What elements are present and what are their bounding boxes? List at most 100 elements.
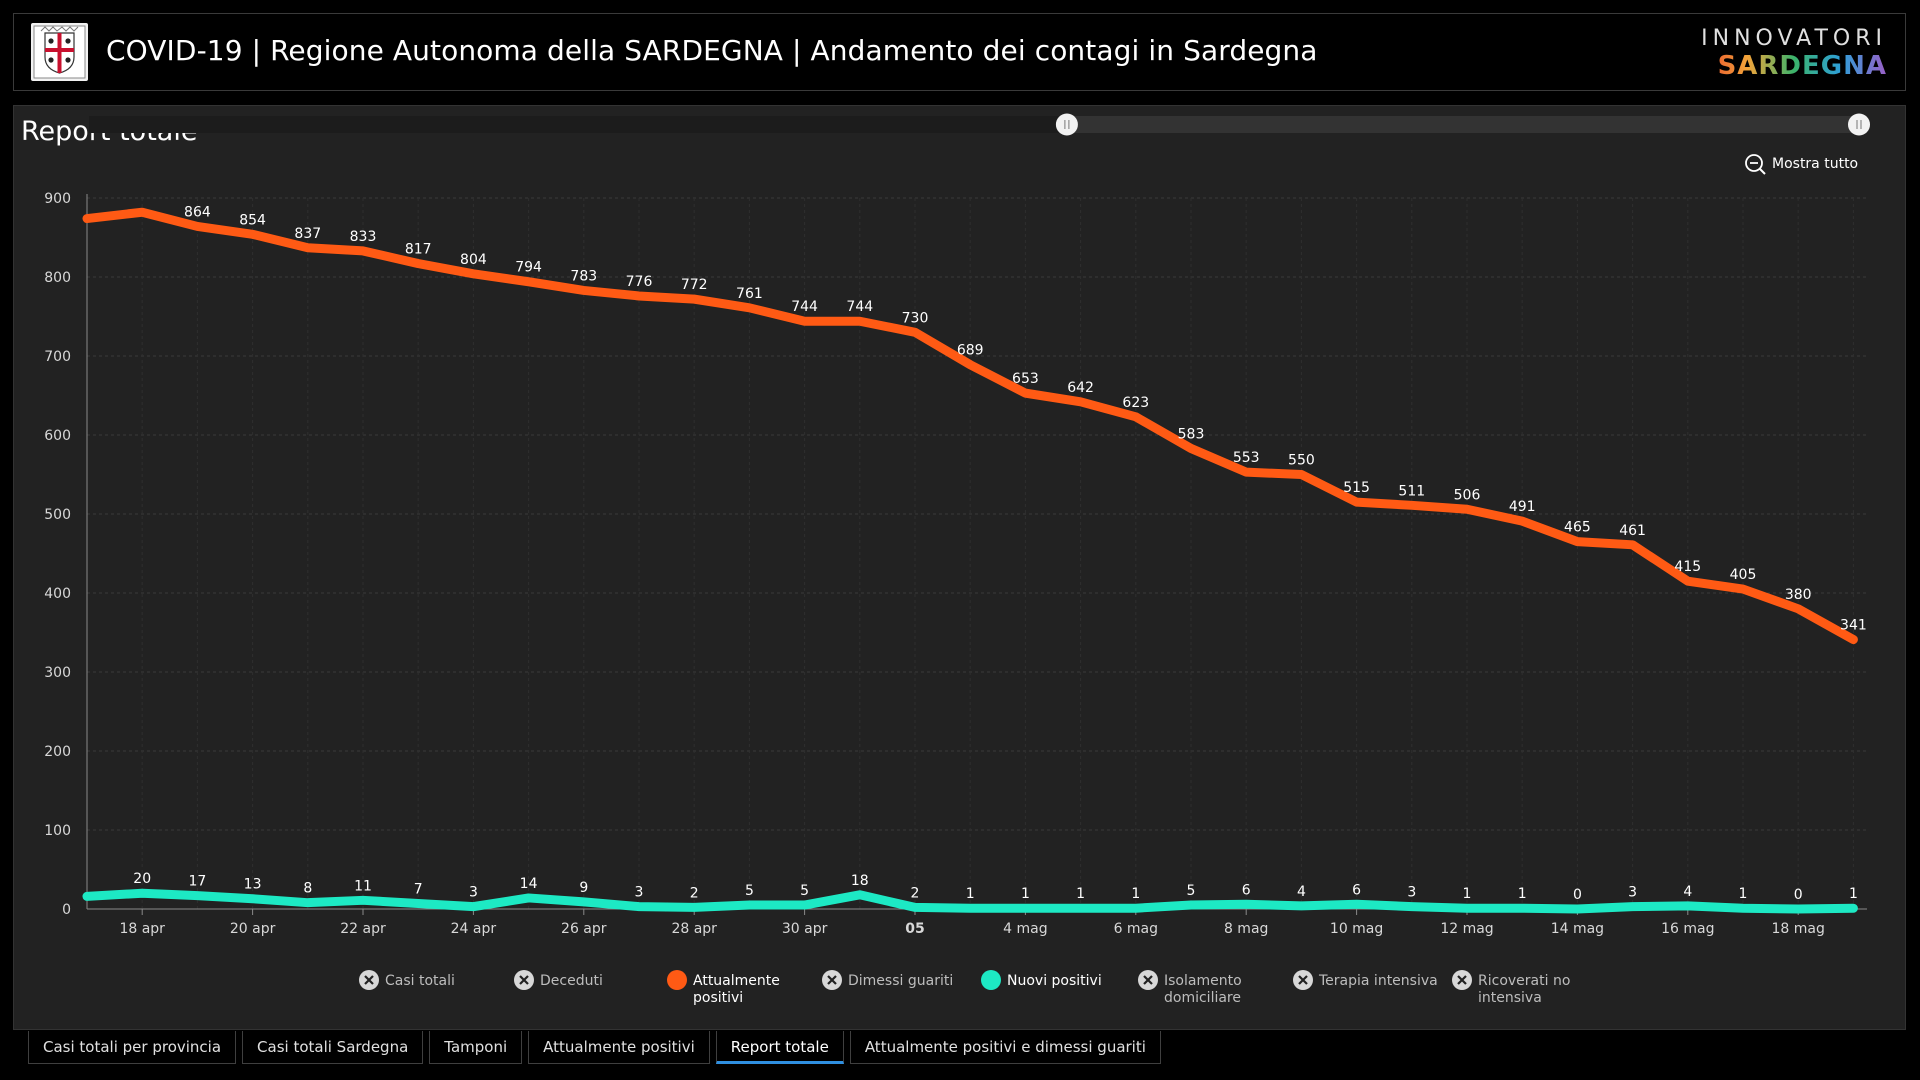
data-label: 653	[1012, 371, 1039, 387]
x-tick-label: 28 apr	[671, 921, 717, 937]
data-label: 9	[579, 880, 588, 896]
tab-attualmente-positivi[interactable]: Attualmente positivi	[528, 1031, 710, 1064]
close-icon	[519, 975, 529, 985]
y-tick-label: 700	[44, 349, 71, 365]
close-icon	[1457, 975, 1467, 985]
data-label: 506	[1454, 487, 1481, 503]
data-label: 772	[681, 277, 708, 293]
data-label: 864	[184, 204, 211, 220]
range-selector-handle[interactable]	[1055, 113, 1078, 136]
legend-item-attualmente-positivi[interactable]: Attualmente	[693, 973, 780, 989]
x-tick-label: 12 mag	[1440, 921, 1493, 937]
data-label: 4	[1297, 884, 1306, 900]
x-tick-label: 6 mag	[1114, 921, 1158, 937]
data-label: 854	[239, 212, 266, 228]
tab-casi-totali-per-provincia[interactable]: Casi totali per provincia	[28, 1031, 237, 1064]
data-label: 833	[350, 229, 377, 245]
data-label: 0	[1573, 887, 1582, 903]
close-icon	[827, 975, 837, 985]
data-label: 465	[1564, 520, 1591, 536]
data-label: 515	[1343, 480, 1370, 496]
x-tick-label: 10 mag	[1330, 921, 1383, 937]
tab-tamponi[interactable]: Tamponi	[429, 1031, 523, 1064]
data-label: 730	[902, 310, 929, 326]
legend-item-casi-totali[interactable]: Casi totali	[385, 973, 455, 989]
x-tick-label: 18 apr	[119, 921, 165, 937]
x-tick-label: 16 mag	[1661, 921, 1714, 937]
x-tick-label: 30 apr	[782, 921, 828, 937]
legend-item-terapia-intensiva[interactable]: Terapia intensiva	[1318, 973, 1438, 989]
sardinia-emblem-logo	[31, 23, 88, 81]
data-label: 6	[1242, 882, 1251, 898]
data-label: 5	[745, 883, 754, 899]
page-title: COVID-19 | Regione Autonoma della SARDEG…	[106, 34, 1318, 67]
data-label: 794	[515, 260, 542, 276]
data-label: 3	[635, 885, 644, 901]
data-label: 553	[1233, 450, 1260, 466]
data-label: 550	[1288, 453, 1315, 469]
data-label: 2	[911, 885, 920, 901]
legend-item-nuovi-positivi[interactable]: Nuovi positivi	[1007, 973, 1102, 989]
data-label: 7	[414, 881, 423, 897]
range-selector-window[interactable]	[1066, 116, 1867, 133]
brand-top-text: INNOVATORI	[1701, 26, 1887, 51]
legend-item-ricoverati-no-intensiva[interactable]: intensiva	[1478, 990, 1542, 1006]
data-label: 18	[851, 873, 869, 889]
x-tick-label: 24 apr	[451, 921, 497, 937]
legend-item-nuovi-positivi-marker[interactable]	[981, 970, 1001, 990]
data-label: 2	[690, 885, 699, 901]
y-tick-label: 900	[44, 191, 71, 207]
data-label: 744	[846, 299, 873, 315]
data-label: 8	[303, 881, 312, 897]
legend-item-attualmente-positivi[interactable]: positivi	[693, 990, 743, 1006]
legend-item-dimessi-guariti[interactable]: Dimessi guariti	[848, 973, 953, 989]
y-tick-label: 600	[44, 428, 71, 444]
data-label: 0	[1794, 887, 1803, 903]
x-tick-label: 18 mag	[1772, 921, 1825, 937]
y-tick-label: 0	[62, 902, 71, 918]
data-label: 13	[244, 877, 262, 893]
tab-report-totale[interactable]: Report totale	[715, 1031, 844, 1064]
y-tick-label: 200	[44, 744, 71, 760]
data-label: 583	[1178, 426, 1205, 442]
data-label: 837	[294, 226, 321, 242]
tab-casi-totali-sardegna[interactable]: Casi totali Sardegna	[242, 1031, 424, 1064]
innovatori-sardegna-logo: INNOVATORI SARDEGNA	[1701, 26, 1887, 80]
show-all-button[interactable]: Mostra tutto	[1772, 156, 1858, 172]
close-icon	[364, 975, 374, 985]
data-label: 11	[354, 878, 372, 894]
close-icon	[1143, 975, 1153, 985]
data-label: 1	[1021, 886, 1030, 902]
data-label: 642	[1067, 380, 1094, 396]
y-tick-label: 800	[44, 270, 71, 286]
data-label: 3	[1407, 885, 1416, 901]
legend-item-isolamento-domiciliare[interactable]: Isolamento	[1164, 973, 1242, 989]
zoom-out-icon-handle	[1759, 168, 1766, 175]
data-label: 1	[1131, 886, 1140, 902]
y-tick-label: 100	[44, 823, 71, 839]
data-label: 623	[1122, 395, 1149, 411]
x-tick-label: 4 mag	[1003, 921, 1047, 937]
data-label: 491	[1509, 499, 1536, 515]
close-icon	[1298, 975, 1308, 985]
data-label: 1	[1076, 886, 1085, 902]
data-label: 380	[1785, 587, 1812, 603]
series-line-nuovi-positivi	[82, 888, 1858, 914]
x-tick-label: 22 apr	[340, 921, 386, 937]
data-label: 761	[736, 286, 763, 302]
zoom-out-icon[interactable]	[1745, 154, 1763, 172]
tab-attualmente-positivi-e-dimessi-guariti[interactable]: Attualmente positivi e dimessi guariti	[849, 1031, 1161, 1064]
legend-item-ricoverati-no-intensiva[interactable]: Ricoverati no	[1478, 973, 1570, 989]
y-tick-label: 400	[44, 586, 71, 602]
x-tick-label: 14 mag	[1551, 921, 1604, 937]
legend-item-deceduti[interactable]: Deceduti	[540, 973, 603, 989]
legend-item-isolamento-domiciliare[interactable]: domiciliare	[1164, 990, 1241, 1006]
data-label: 5	[1187, 883, 1196, 899]
data-label: 17	[188, 874, 206, 890]
data-label: 783	[570, 268, 597, 284]
data-label: 1	[1739, 886, 1748, 902]
range-selector-handle[interactable]	[1848, 113, 1870, 136]
legend-item-attualmente-positivi-marker[interactable]	[667, 970, 687, 990]
brand-bottom-text: SARDEGNA	[1701, 52, 1887, 80]
